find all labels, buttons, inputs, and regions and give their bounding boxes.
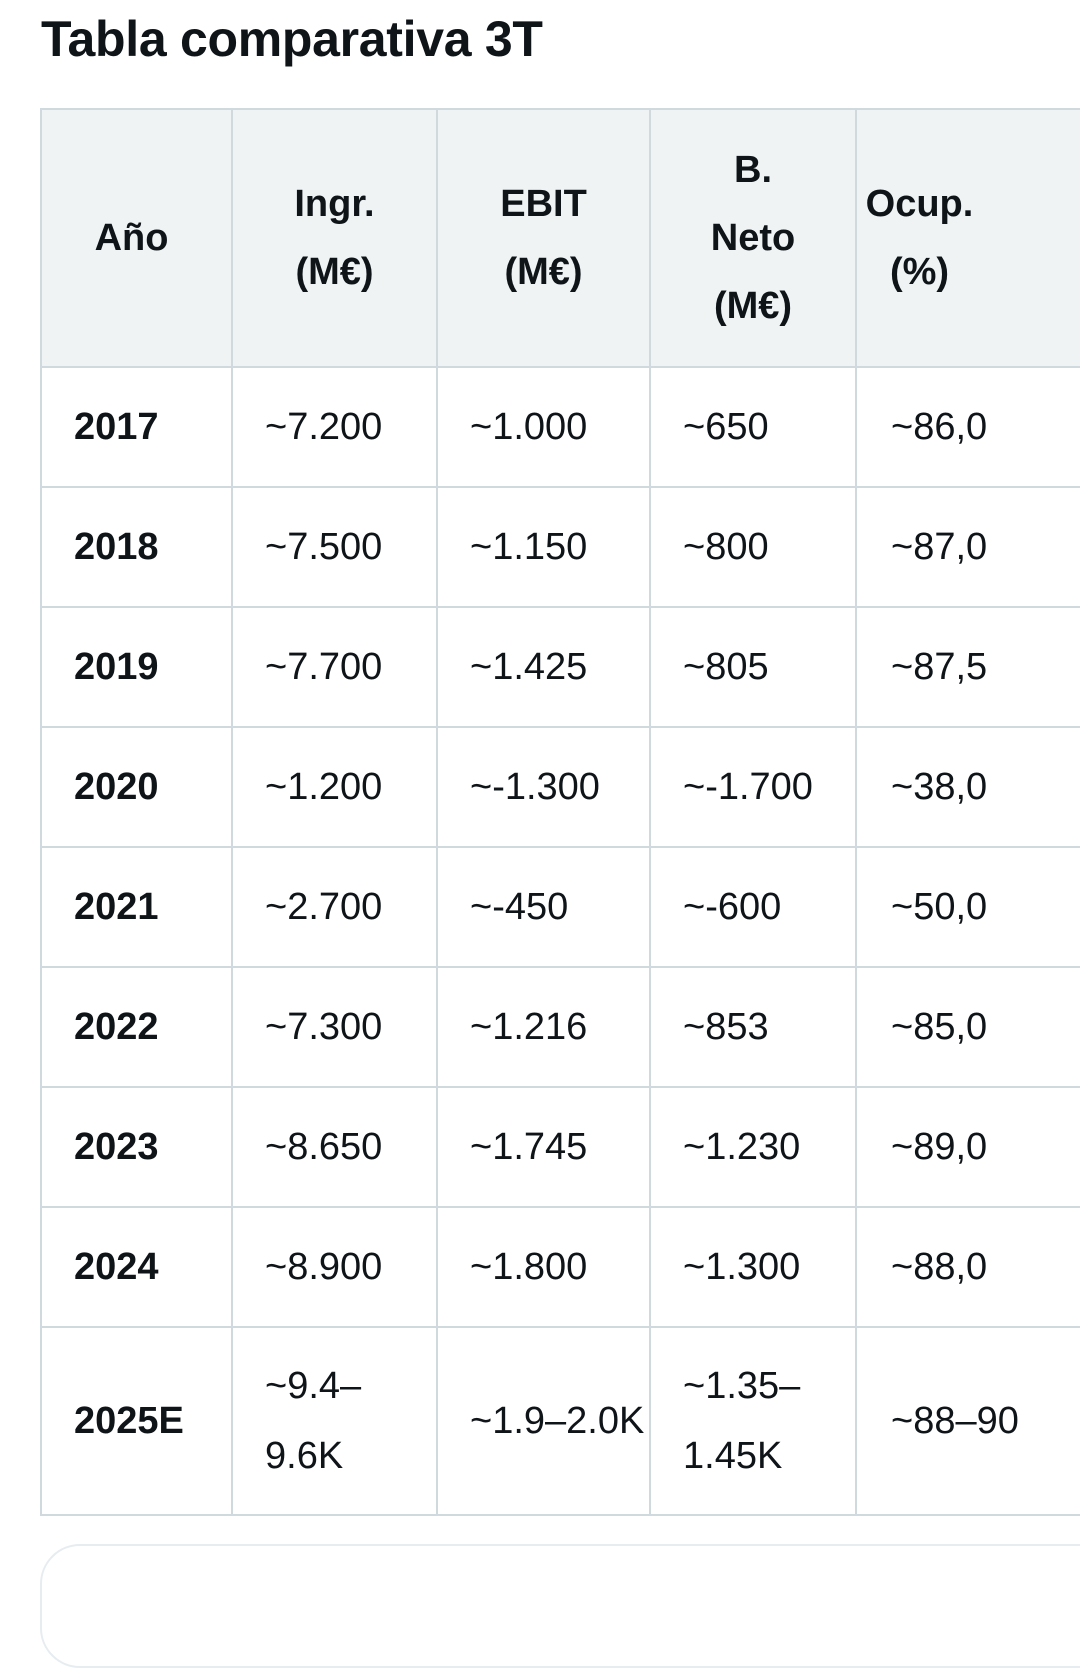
cell-occupancy: ~87,5 [855,606,1080,728]
cell-revenue: ~9.4–9.6K [231,1326,438,1516]
table-row: 2018 ~7.500 ~1.150 ~800 ~87,0 [40,486,1080,608]
cell-ebit: ~1.216 [436,966,651,1088]
cell-net-profit: ~1.300 [649,1206,857,1328]
cell-net-profit: ~1.230 [649,1086,857,1208]
table-row: 2021 ~2.700 ~-450 ~-600 ~50,0 [40,846,1080,968]
cell-ebit: ~1.9–2.0K [436,1326,651,1516]
table-row: 2020 ~1.200 ~-1.300 ~-1.700 ~38,0 [40,726,1080,848]
cell-ebit: ~1.150 [436,486,651,608]
cell-ebit: ~-450 [436,846,651,968]
comparison-table: Año Ingr. (M€) EBIT (M€) B. Neto (M€) Oc… [40,108,1080,1516]
cell-ebit: ~1.800 [436,1206,651,1328]
header-year-label: Año [94,217,169,259]
cell-year: 2025E [40,1326,233,1516]
cell-occupancy: ~87,0 [855,486,1080,608]
cell-year: 2023 [40,1086,233,1208]
cell-year: 2020 [40,726,233,848]
cell-year: 2017 [40,366,233,488]
cell-revenue: ~8.900 [231,1206,438,1328]
cell-revenue: ~7.200 [231,366,438,488]
header-net-profit: B. Neto (M€) [649,108,857,368]
cell-revenue: ~8.650 [231,1086,438,1208]
cell-net-profit: ~-600 [649,846,857,968]
cell-net-profit: ~805 [649,606,857,728]
cell-revenue: ~7.500 [231,486,438,608]
page-title: Tabla comparativa 3T [41,11,543,67]
cell-net-profit: ~650 [649,366,857,488]
cell-occupancy: ~38,0 [855,726,1080,848]
header-net-profit-line2: Neto [710,217,796,259]
cell-revenue: ~7.700 [231,606,438,728]
cell-ebit: ~1.000 [436,366,651,488]
table-header-row: Año Ingr. (M€) EBIT (M€) B. Neto (M€) Oc… [40,108,1080,368]
cell-occupancy: ~50,0 [855,846,1080,968]
header-ebit-line1: EBIT [500,183,587,225]
cell-occupancy: ~85,0 [855,966,1080,1088]
cell-occupancy: ~88,0 [855,1206,1080,1328]
table-container[interactable]: Año Ingr. (M€) EBIT (M€) B. Neto (M€) Oc… [40,108,1080,1520]
header-ebit-line2: (M€) [504,251,583,293]
header-revenue-line2: (M€) [295,251,374,293]
header-occupancy: Ocup. (%) [855,108,1080,368]
cell-year: 2018 [40,486,233,608]
next-card-edge [40,1544,1080,1668]
header-year: Año [40,108,233,368]
header-revenue-line1: Ingr. [294,183,375,225]
table-row: 2024 ~8.900 ~1.800 ~1.300 ~88,0 [40,1206,1080,1328]
cell-occupancy: ~86,0 [855,366,1080,488]
cell-revenue: ~1.200 [231,726,438,848]
header-revenue: Ingr. (M€) [231,108,438,368]
header-net-profit-line1: B. [734,149,772,191]
cell-occupancy: ~89,0 [855,1086,1080,1208]
header-net-profit-line3: (M€) [713,285,793,327]
cell-net-profit: ~853 [649,966,857,1088]
table-row: 2022 ~7.300 ~1.216 ~853 ~85,0 [40,966,1080,1088]
table-row: 2017 ~7.200 ~1.000 ~650 ~86,0 [40,366,1080,488]
table-row: 2019 ~7.700 ~1.425 ~805 ~87,5 [40,606,1080,728]
table-row: 2025E ~9.4–9.6K ~1.9–2.0K ~1.35–1.45K ~8… [40,1326,1080,1516]
cell-ebit: ~1.745 [436,1086,651,1208]
cell-ebit: ~1.425 [436,606,651,728]
cell-year: 2021 [40,846,233,968]
table-row: 2023 ~8.650 ~1.745 ~1.230 ~89,0 [40,1086,1080,1208]
cell-revenue: ~7.300 [231,966,438,1088]
header-occupancy-line2: (%) [889,251,950,293]
header-occupancy-line1: Ocup. [865,183,974,225]
cell-net-profit: ~800 [649,486,857,608]
cell-year: 2024 [40,1206,233,1328]
cell-net-profit: ~-1.700 [649,726,857,848]
cell-ebit: ~-1.300 [436,726,651,848]
cell-year: 2022 [40,966,233,1088]
cell-net-profit: ~1.35–1.45K [649,1326,857,1516]
cell-revenue: ~2.700 [231,846,438,968]
cell-occupancy: ~88–90 [855,1326,1080,1516]
cell-year: 2019 [40,606,233,728]
header-ebit: EBIT (M€) [436,108,651,368]
